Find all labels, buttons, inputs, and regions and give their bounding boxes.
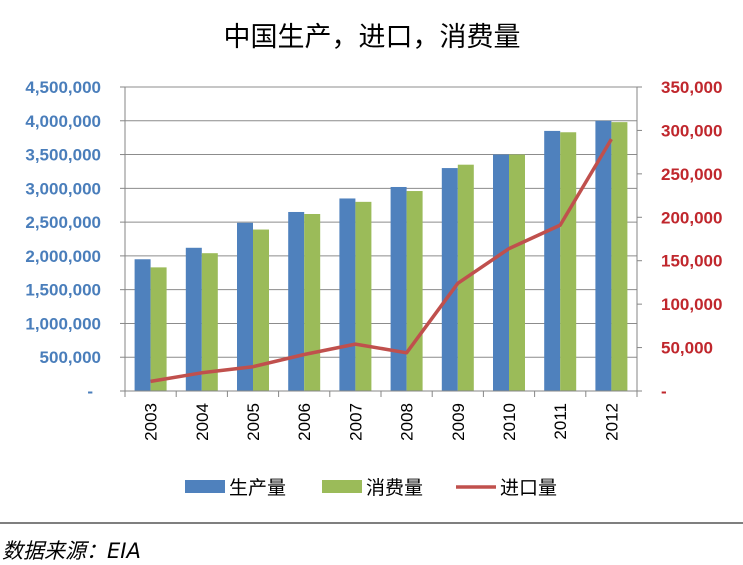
legend-production-label: 生产量 — [229, 477, 286, 499]
left-tick-label: 2,500,000 — [25, 213, 101, 232]
right-tick-label: - — [661, 382, 667, 401]
right-tick-label: 250,000 — [661, 165, 722, 184]
bar-production — [390, 186, 407, 391]
right-tick-label: 350,000 — [661, 78, 722, 97]
x-axis-ticks: 2003 2004 2005 2006 2007 2008 2009 2010 2011 2012 — [142, 403, 622, 441]
bar-consumption — [304, 214, 321, 391]
x-tick-label: 2009 — [449, 403, 468, 441]
legend-import-label: 进口量 — [500, 477, 557, 499]
x-tick-label: 2006 — [295, 403, 314, 441]
bar-consumption — [253, 229, 269, 391]
left-tick-label: 4,500,000 — [25, 78, 101, 97]
legend-consumption-swatch — [322, 480, 362, 493]
bars — [134, 120, 628, 392]
bar-production — [185, 247, 202, 391]
bar-production — [288, 211, 305, 391]
legend-production-swatch — [185, 480, 225, 493]
import-series-line — [150, 138, 613, 384]
axes — [120, 86, 642, 397]
bar-consumption — [150, 267, 167, 391]
x-tick-label: 2007 — [346, 403, 365, 441]
bar-production — [493, 154, 509, 391]
x-tick-label: 2010 — [500, 403, 519, 441]
bar-production — [134, 259, 151, 391]
left-tick-label: 2,000,000 — [25, 247, 101, 266]
right-tick-label: 150,000 — [661, 252, 722, 271]
bar-production — [441, 168, 458, 391]
chart: 中国生产，进口，消费量 - 500,000 1,000,000 1,500,000 2,… — [25, 22, 722, 499]
left-tick-label: 3,500,000 — [25, 146, 101, 165]
bar-production — [237, 222, 253, 391]
x-tick-label: 2005 — [244, 403, 263, 441]
bar-production — [595, 120, 612, 392]
import-line — [150, 138, 613, 384]
right-tick-label: 100,000 — [661, 295, 722, 314]
x-tick-label: 2011 — [551, 403, 570, 440]
left-tick-label: 500,000 — [40, 348, 101, 367]
bar-consumption — [509, 154, 525, 391]
right-tick-label: 200,000 — [661, 208, 722, 227]
right-axis-ticks: - 50,000 100,000 150,000 200,000 250,000 300,0… — [661, 78, 722, 401]
left-tick-label: - — [87, 382, 93, 401]
bar-production — [339, 198, 356, 391]
right-tick-label: 50,000 — [661, 339, 713, 358]
x-tick-label: 2008 — [398, 403, 417, 441]
bar-consumption — [355, 201, 372, 391]
bar-consumption — [201, 253, 218, 391]
left-tick-label: 1,500,000 — [25, 281, 101, 300]
bar-consumption — [406, 191, 423, 391]
legend: 生产量 消费量 进口量 — [185, 477, 557, 499]
left-axis-ticks: - 500,000 1,000,000 1,500,000 2,000,000 2,500… — [25, 78, 101, 401]
bar-production — [544, 130, 561, 391]
left-tick-label: 4,000,000 — [25, 112, 101, 131]
bar-consumption — [560, 132, 577, 392]
right-tick-label: 300,000 — [661, 121, 722, 140]
footer-divider — [0, 522, 743, 524]
bar-consumption — [611, 122, 628, 391]
source-note: 数据来源：EIA — [2, 539, 141, 563]
x-tick-label: 2012 — [602, 403, 621, 441]
left-tick-label: 3,000,000 — [25, 179, 101, 198]
chart-title: 中国生产，进口，消费量 — [224, 22, 521, 53]
left-tick-label: 1,000,000 — [25, 314, 101, 333]
legend-consumption-label: 消费量 — [366, 477, 423, 499]
x-tick-label: 2003 — [142, 403, 161, 441]
x-tick-label: 2004 — [193, 403, 212, 441]
